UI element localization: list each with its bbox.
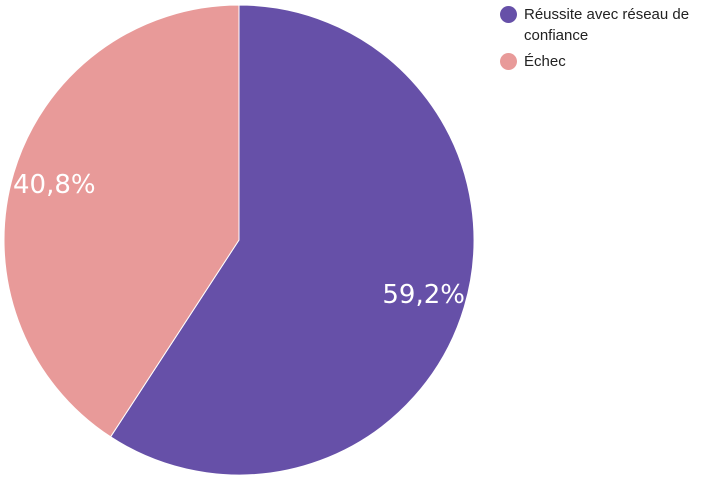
legend-item-failure[interactable]: Échec	[500, 51, 706, 72]
slice-label-success: 59,2%	[382, 280, 465, 310]
legend-label-success: Réussite avec réseau de confiance	[524, 6, 690, 44]
pie-slice-failure[interactable]	[3, 4, 240, 438]
pie-slice-labels: 59,2% 40,8%	[13, 170, 465, 310]
pie-slice-success[interactable]	[109, 4, 475, 476]
legend: Réussite avec réseau de confiance Échec	[500, 4, 706, 77]
legend-swatch-success	[500, 6, 517, 23]
slice-label-failure: 40,8%	[13, 170, 96, 200]
pie-slices	[3, 4, 475, 476]
legend-label-failure: Échec	[524, 53, 566, 70]
legend-item-success[interactable]: Réussite avec réseau de confiance	[500, 4, 706, 46]
legend-swatch-failure	[500, 53, 517, 70]
